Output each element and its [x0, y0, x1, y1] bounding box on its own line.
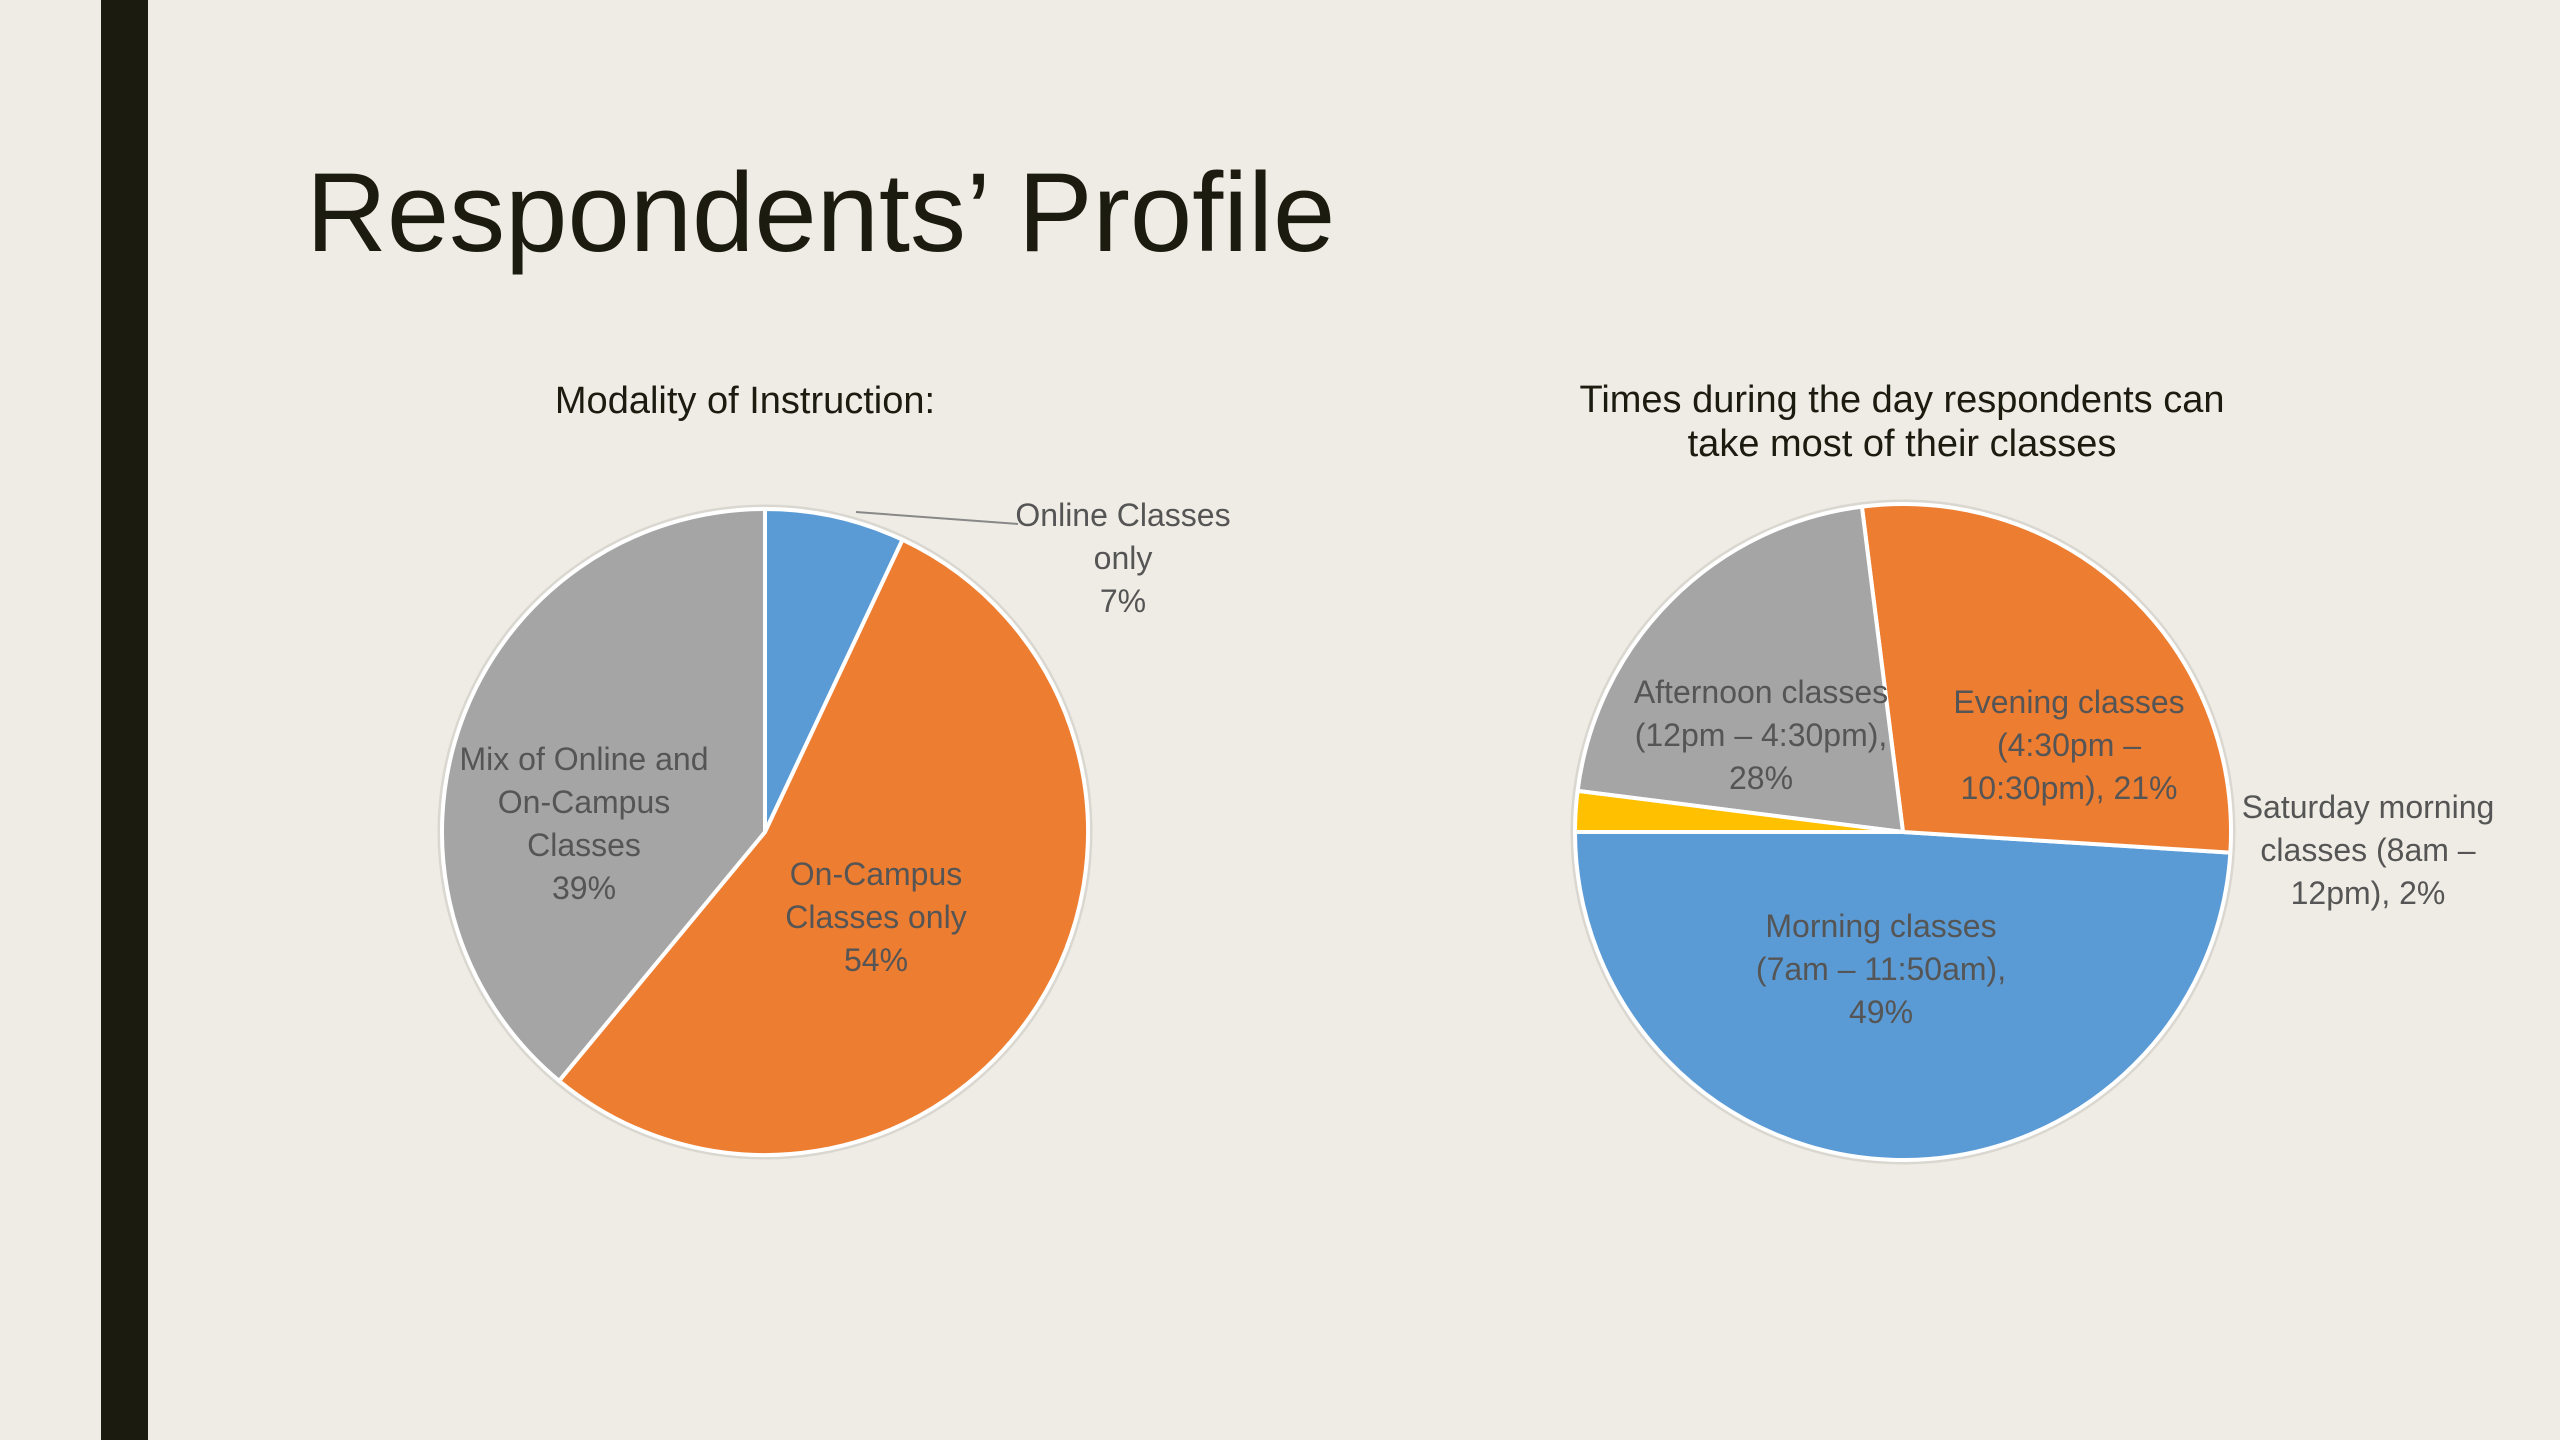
slice-label: Morning classes (7am – 11:50am), 49%: [1756, 908, 2006, 1030]
slice-label: On-Campus Classes only 54%: [785, 856, 966, 978]
slide-title: Respondents’ Profile: [306, 150, 1336, 275]
slice-label: Saturday morning classes (8am –12pm), 2%: [2242, 789, 2495, 911]
pie-slice: [439, 507, 767, 1083]
pie-slice: [763, 507, 905, 834]
pie-slice: [557, 537, 1090, 1157]
slice-label: Evening classes (4:30pm –10:30pm), 21%: [1953, 684, 2184, 806]
pie-slice: [1859, 502, 2233, 855]
slice-label: Afternoon classes (12pm – 4:30pm), 28%: [1634, 674, 1888, 796]
pie-chart-1: Modality of Instruction: Online Classes on…: [437, 380, 1231, 1160]
pie-slice: [1573, 788, 1905, 834]
pie-outline: [437, 504, 1093, 1160]
accent-bar: [101, 0, 148, 1440]
slice-label: Mix of Online and On-Campus Classes 39%: [459, 741, 708, 906]
pie-slice: [1575, 504, 1905, 834]
pie-chart-2: Times during the day respondents can take…: [1570, 379, 2495, 1165]
chart-title: Modality of Instruction:: [555, 380, 935, 422]
slice-label: Online Classes only 7%: [1015, 497, 1230, 619]
leader-line: [855, 511, 1019, 525]
pie-outline: [1570, 499, 2236, 1165]
pie-slice: [1573, 830, 2233, 1162]
chart-title: Times during the day respondents can take…: [1580, 379, 2225, 465]
